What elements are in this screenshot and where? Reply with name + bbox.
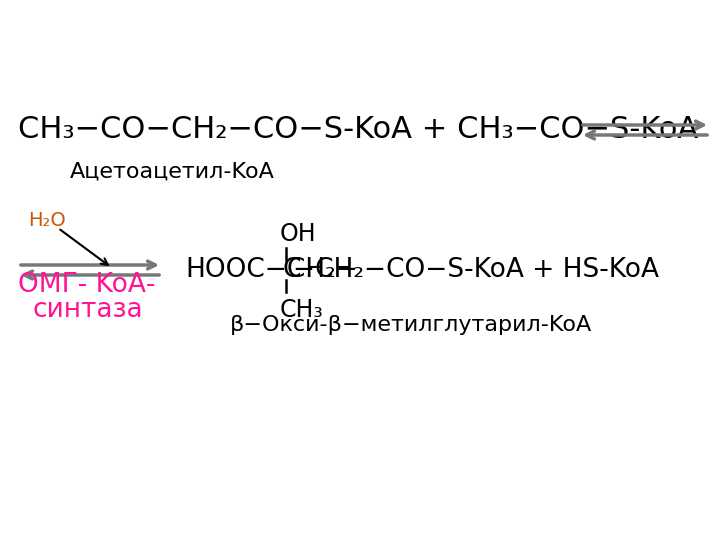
Text: β−Окси-β−метилглутарил-KoА: β−Окси-β−метилглутарил-KoА	[230, 315, 593, 335]
Text: OH: OH	[280, 222, 317, 246]
Text: синтаза: синтаза	[33, 297, 143, 323]
Text: −CH₂−CO−S-KoА + HS-KoА: −CH₂−CO−S-KoА + HS-KoА	[293, 257, 659, 283]
Text: CH₃−CO−CH₂−CO−S-KoА + CH₃−CO−S-KoА: CH₃−CO−CH₂−CO−S-KoА + CH₃−CO−S-KoА	[18, 116, 698, 145]
Text: HOOC−CH₂−: HOOC−CH₂−	[185, 257, 358, 283]
Text: ОМГ- KoА-: ОМГ- KoА-	[18, 272, 156, 298]
Text: CH₃: CH₃	[280, 298, 324, 322]
Text: H₂O: H₂O	[28, 211, 66, 229]
Text: C: C	[282, 257, 300, 283]
Text: Ацетоацетил-KoА: Ацетоацетил-KoА	[70, 162, 275, 182]
